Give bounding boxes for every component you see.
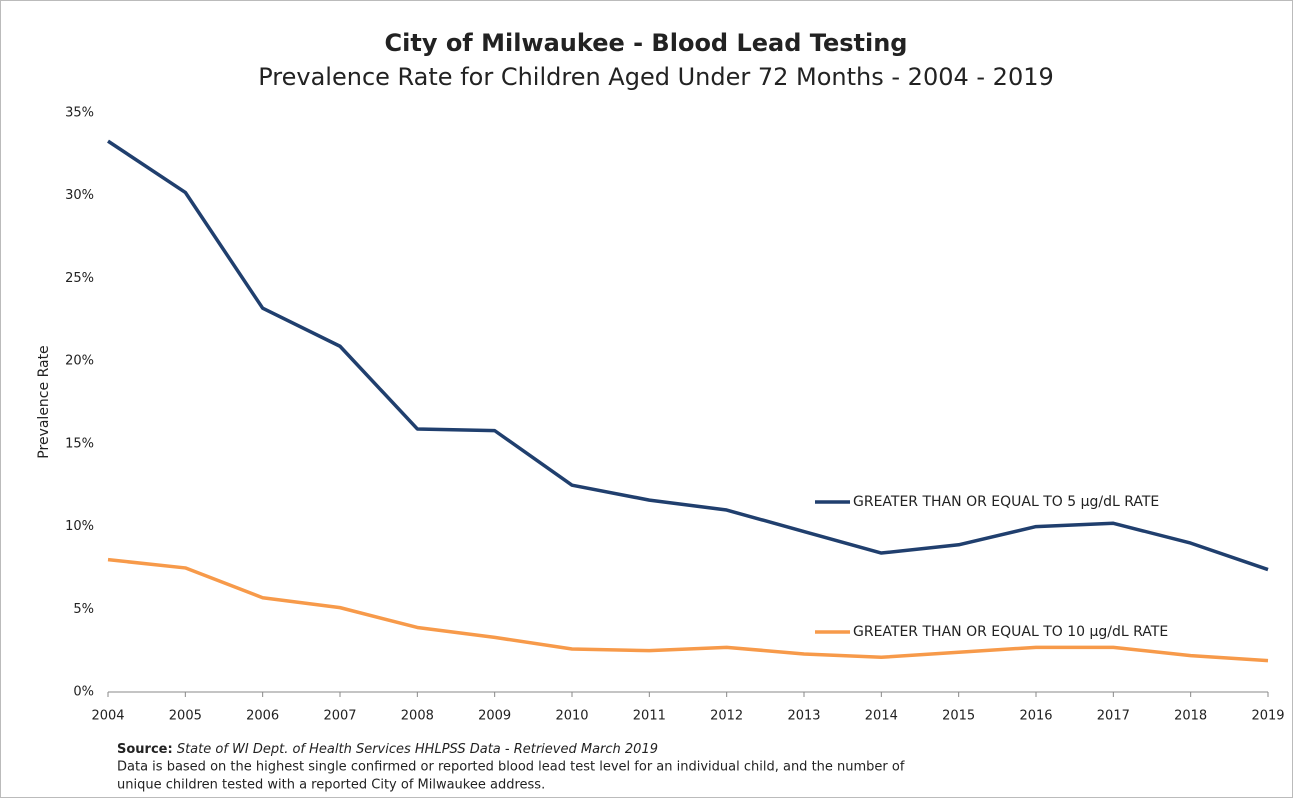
x-tick-label: 2017 xyxy=(1097,709,1130,724)
x-tick-label: 2012 xyxy=(710,709,743,724)
x-tick-label: 2018 xyxy=(1174,709,1207,724)
chart-subtitle: Prevalence Rate for Children Aged Under … xyxy=(258,63,1054,91)
x-tick-label: 2008 xyxy=(401,709,434,724)
note: Data is based on the highest single conf… xyxy=(117,760,905,775)
series-line xyxy=(107,557,1269,663)
x-tick-label: 2015 xyxy=(942,709,975,724)
y-axis-label: Prevalence Rate xyxy=(36,345,52,458)
y-tick-label: 35% xyxy=(65,106,94,121)
note: unique children tested with a reported C… xyxy=(117,778,545,793)
source-text: State of WI Dept. of Health Services HHL… xyxy=(177,742,658,757)
y-tick-label: 15% xyxy=(65,436,94,451)
x-tick-label: 2009 xyxy=(478,709,511,724)
x-tick-label: 2011 xyxy=(633,709,666,724)
x-tick-label: 2014 xyxy=(865,709,898,724)
x-tick-label: 2007 xyxy=(323,709,356,724)
y-tick-label: 25% xyxy=(65,271,94,286)
y-tick-label: 5% xyxy=(73,602,94,617)
x-tick-label: 2013 xyxy=(787,709,820,724)
legend-label: GREATER THAN OR EQUAL TO 5 μg/dL RATE xyxy=(853,494,1159,510)
source: Source: State of WI Dept. of Health Serv… xyxy=(117,742,658,757)
x-tick-label: 2010 xyxy=(555,709,588,724)
series-line xyxy=(107,139,1269,572)
y-tick-label: 10% xyxy=(65,519,94,534)
x-tick-label: 2005 xyxy=(169,709,202,724)
y-tick-label: 20% xyxy=(65,354,94,369)
x-tick-label: 2006 xyxy=(246,709,279,724)
chart-title: City of Milwaukee - Blood Lead Testing xyxy=(385,29,908,57)
x-tick-label: 2004 xyxy=(91,709,124,724)
y-tick-label: 30% xyxy=(65,188,94,203)
y-tick-label: 0% xyxy=(73,685,94,700)
x-tick-label: 2019 xyxy=(1251,709,1284,724)
x-tick-label: 2016 xyxy=(1019,709,1052,724)
legend-label: GREATER THAN OR EQUAL TO 10 μg/dL RATE xyxy=(853,624,1168,640)
source-label: Source: xyxy=(117,742,173,757)
